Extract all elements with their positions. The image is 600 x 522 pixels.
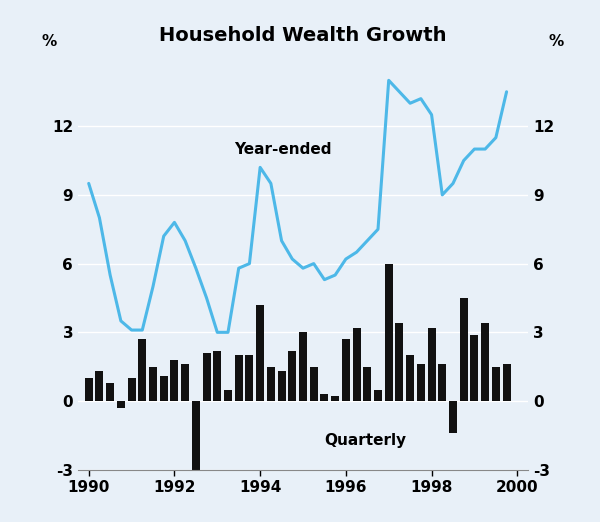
Title: Household Wealth Growth: Household Wealth Growth [159, 26, 447, 45]
Text: %: % [549, 34, 564, 49]
Bar [277, 371, 286, 401]
Bar [320, 394, 328, 401]
Bar [481, 323, 489, 401]
Text: Quarterly: Quarterly [325, 433, 407, 447]
Bar [503, 364, 511, 401]
Bar [106, 383, 114, 401]
Bar [492, 366, 500, 401]
Bar [138, 339, 146, 401]
Bar [470, 335, 478, 401]
Bar [95, 371, 103, 401]
Bar [170, 360, 178, 401]
Bar [299, 333, 307, 401]
Bar [427, 328, 436, 401]
Bar [310, 366, 318, 401]
Bar [374, 389, 382, 401]
Bar [149, 366, 157, 401]
Bar [224, 389, 232, 401]
Bar [417, 364, 425, 401]
Bar [353, 328, 361, 401]
Bar [85, 378, 93, 401]
Bar [395, 323, 403, 401]
Bar [203, 353, 211, 401]
Bar [331, 397, 339, 401]
Bar [213, 351, 221, 401]
Bar [363, 366, 371, 401]
Bar [449, 401, 457, 433]
Bar [235, 355, 243, 401]
Bar [385, 264, 393, 401]
Text: Year-ended: Year-ended [235, 141, 332, 157]
Bar [256, 305, 264, 401]
Bar [181, 364, 189, 401]
Bar [267, 366, 275, 401]
Bar [128, 378, 136, 401]
Bar [117, 401, 125, 408]
Bar [406, 355, 414, 401]
Bar [288, 351, 296, 401]
Bar [460, 298, 468, 401]
Bar [438, 364, 446, 401]
Bar [192, 401, 200, 481]
Bar [160, 376, 168, 401]
Bar [342, 339, 350, 401]
Bar [245, 355, 253, 401]
Text: %: % [42, 34, 57, 49]
